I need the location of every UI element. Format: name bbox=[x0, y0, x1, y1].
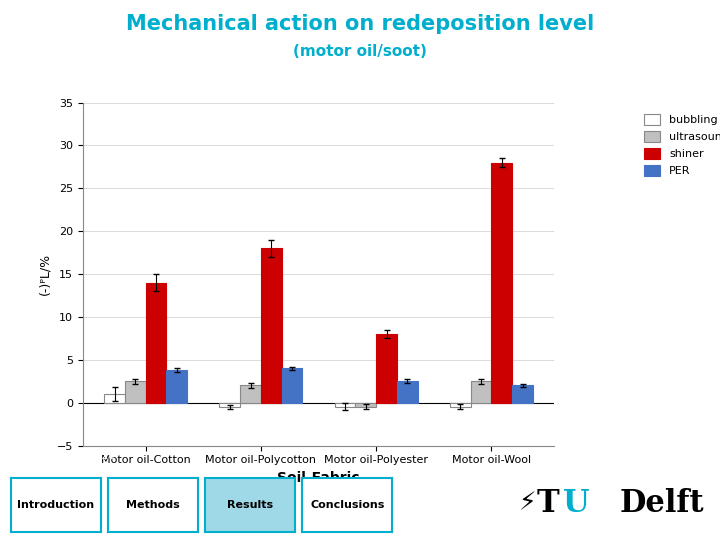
Bar bbox=[104, 394, 125, 403]
Bar bbox=[377, 334, 397, 403]
Legend: bubbling, ultrasound, shiner, PER: bubbling, ultrasound, shiner, PER bbox=[639, 110, 720, 181]
Text: Delft: Delft bbox=[619, 488, 704, 519]
Bar bbox=[282, 368, 302, 403]
Text: T: T bbox=[536, 488, 559, 519]
Bar bbox=[471, 381, 492, 403]
Bar bbox=[166, 370, 187, 403]
Bar bbox=[356, 403, 377, 407]
Text: U: U bbox=[564, 488, 590, 519]
Bar bbox=[450, 403, 471, 407]
Text: 25 September 2020: 25 September 2020 bbox=[11, 451, 114, 461]
Bar bbox=[145, 282, 166, 403]
Bar bbox=[261, 248, 282, 403]
Text: Results: Results bbox=[227, 500, 274, 510]
Text: Conclusions: Conclusions bbox=[310, 500, 384, 510]
Text: Introduction: Introduction bbox=[17, 500, 94, 510]
Bar bbox=[492, 163, 512, 403]
Bar bbox=[512, 386, 533, 403]
Text: Methods: Methods bbox=[126, 500, 180, 510]
Text: 11: 11 bbox=[696, 451, 709, 461]
Text: (motor oil/soot): (motor oil/soot) bbox=[293, 44, 427, 59]
Text: ⚡: ⚡ bbox=[519, 491, 537, 516]
Text: Mechanical action on redeposition level: Mechanical action on redeposition level bbox=[126, 14, 594, 35]
Bar bbox=[125, 381, 145, 403]
Bar bbox=[335, 403, 356, 407]
Y-axis label: (-)ᴾL/%: (-)ᴾL/% bbox=[38, 253, 51, 295]
Bar bbox=[220, 403, 240, 407]
Bar bbox=[397, 381, 418, 403]
X-axis label: Soil-Fabric: Soil-Fabric bbox=[277, 471, 360, 485]
Bar bbox=[240, 386, 261, 403]
